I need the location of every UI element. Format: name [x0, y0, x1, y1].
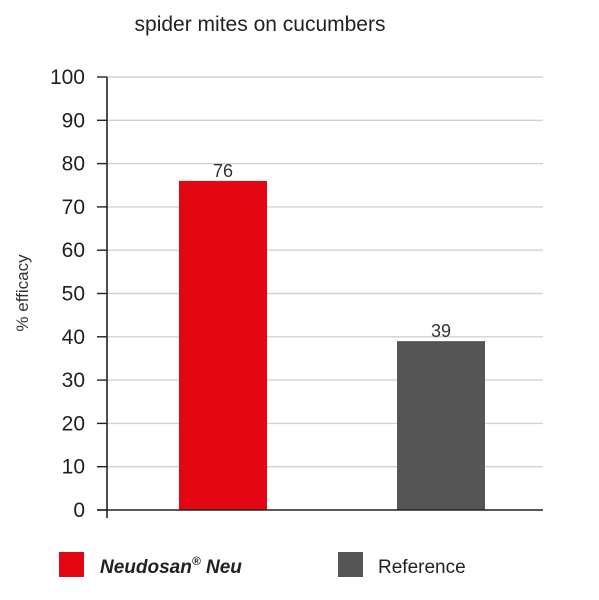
bars — [179, 180, 485, 511]
legend-swatch-neudosan — [59, 552, 84, 577]
y-tick-label: 90 — [62, 109, 85, 132]
bar-neudosan — [179, 180, 267, 511]
y-axis-label: % efficacy — [13, 254, 32, 332]
y-tick-label: 10 — [62, 456, 85, 479]
y-tick-label: 50 — [62, 283, 85, 306]
y-tick-label: 80 — [62, 153, 85, 176]
legend-swatch-reference — [338, 552, 363, 577]
legend: Neudosan® Neu Reference — [59, 552, 466, 578]
legend-label-neudosan: Neudosan® Neu — [100, 554, 242, 578]
legend-label-reference: Reference — [378, 557, 466, 578]
y-tick-label: 0 — [73, 499, 85, 522]
y-tick-label: 60 — [62, 239, 85, 262]
y-tick-label: 20 — [62, 412, 85, 435]
chart-title: spider mites on cucumbers — [135, 13, 386, 36]
y-axis-ticks: 0 10 20 30 40 50 60 70 80 90 100 — [50, 66, 107, 522]
data-label-neudosan: 76 — [213, 161, 233, 181]
bar-reference — [397, 341, 485, 510]
y-tick-label: 40 — [62, 326, 85, 349]
y-tick-label: 30 — [62, 369, 85, 392]
data-labels: 76 39 — [213, 161, 451, 341]
y-tick-label: 70 — [62, 196, 85, 219]
y-tick-label: 100 — [50, 66, 85, 89]
data-label-reference: 39 — [431, 321, 451, 341]
